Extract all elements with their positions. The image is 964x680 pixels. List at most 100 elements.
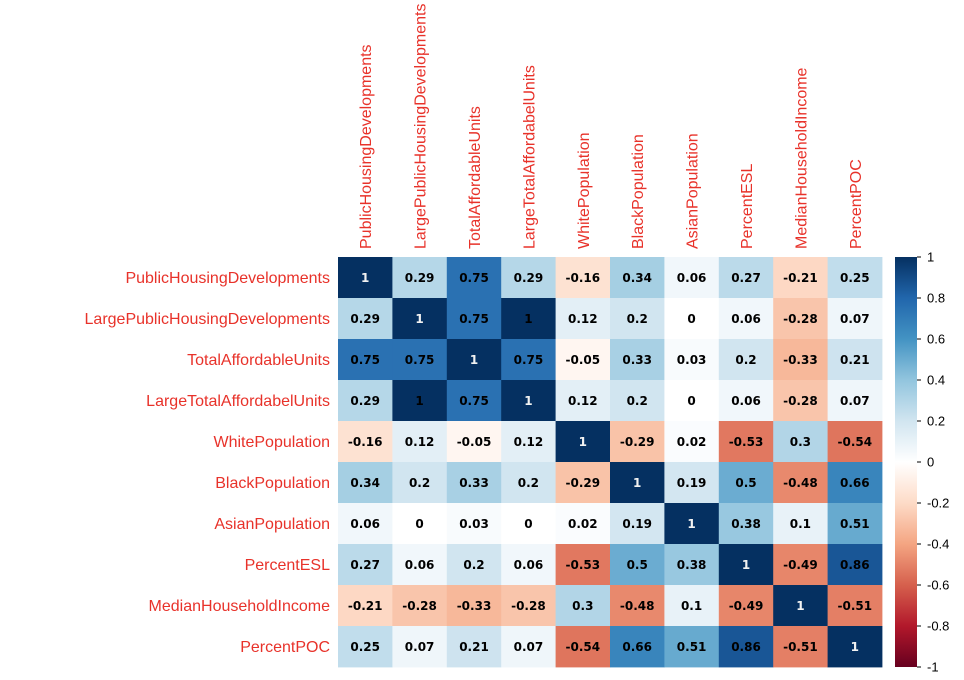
cell-value-9-5: 0.66 [622,640,652,654]
column-label-3: LargeTotalAffordabelUnits [521,65,538,249]
row-labels: PublicHousingDevelopments LargePublicHous… [85,270,331,656]
cell-value-9-2: 0.21 [459,640,489,654]
cell-4-9 [827,421,883,463]
cell-0-2 [446,257,502,299]
cell-7-0 [338,544,393,586]
cell-4-7 [718,421,774,463]
legend-tick-label-7: -0.4 [927,537,949,552]
row-label-2: TotalAffordableUnits [187,352,330,369]
cell-value-7-5: 0.5 [627,558,648,572]
cell-2-4 [555,339,611,381]
legend-tick-label-10: -1 [927,660,939,675]
cell-value-2-7: 0.2 [735,353,756,367]
cell-value-8-6: 0.1 [681,599,702,613]
cell-8-6 [664,585,720,627]
cell-value-3-2: 0.75 [459,394,489,408]
cell-value-5-6: 0.19 [677,476,707,490]
cell-value-5-1: 0.2 [409,476,430,490]
cell-7-1 [392,544,448,586]
column-label-9: PercentPOC [848,159,865,249]
cell-7-3 [501,544,556,586]
cell-3-0 [338,380,393,422]
cell-4-6 [664,421,720,463]
column-label-1: LargePublicHousingDevelopments [413,4,430,249]
cell-value-9-1: 0.07 [405,640,435,654]
cell-value-6-1: 0 [415,517,423,531]
cell-1-4 [555,298,611,340]
cell-9-9 [827,626,883,668]
cell-4-4 [555,421,611,463]
cell-3-7 [718,380,774,422]
cell-value-1-2: 0.75 [459,312,489,326]
cell-8-7 [718,585,774,627]
cell-value-2-2: 1 [470,353,478,367]
cell-7-4 [555,544,611,586]
cell-8-8 [773,585,828,627]
cell-value-2-6: 0.03 [677,353,707,367]
column-label-2: TotalAffordableUnits [467,106,484,249]
cell-5-6 [664,462,720,504]
cell-0-4 [555,257,611,299]
cell-value-0-6: 0.06 [677,271,707,285]
cell-value-2-4: -0.05 [566,353,601,367]
cell-3-2 [446,380,502,422]
cell-value-8-8: 1 [796,599,804,613]
cell-value-4-1: 0.12 [405,435,435,449]
cell-6-4 [555,503,611,545]
cell-0-0 [338,257,393,299]
cell-9-4 [555,626,611,668]
cell-4-2 [446,421,502,463]
cell-value-3-6: 0 [687,394,695,408]
cell-value-7-6: 0.38 [677,558,707,572]
cell-1-9 [827,298,883,340]
cell-6-8 [773,503,828,545]
legend-tick-label-6: -0.2 [927,496,949,511]
cell-value-7-1: 0.06 [405,558,435,572]
cell-value-1-7: 0.06 [731,312,761,326]
column-label-4: WhitePopulation [576,132,593,249]
cell-value-2-5: 0.33 [622,353,652,367]
legend-tick-label-1: 0.8 [927,291,945,306]
cell-3-3 [501,380,556,422]
cell-9-5 [610,626,665,668]
cell-6-9 [827,503,883,545]
cell-2-9 [827,339,883,381]
column-label-6: AsianPopulation [685,133,702,249]
cell-value-1-6: 0 [687,312,695,326]
cell-2-1 [392,339,448,381]
cell-7-9 [827,544,883,586]
cell-value-0-9: 0.25 [840,271,870,285]
cell-4-8 [773,421,828,463]
cell-6-2 [446,503,502,545]
cell-1-5 [610,298,665,340]
cell-value-4-7: -0.53 [729,435,764,449]
cell-value-4-2: -0.05 [457,435,492,449]
cell-5-2 [446,462,502,504]
cell-9-0 [338,626,393,668]
cell-value-8-2: -0.33 [457,599,492,613]
cell-8-4 [555,585,611,627]
cell-value-9-6: 0.51 [677,640,707,654]
cell-8-5 [610,585,665,627]
cell-value-5-4: -0.29 [566,476,601,490]
cell-6-6 [664,503,720,545]
legend-tick-label-4: 0.2 [927,414,945,429]
cell-2-3 [501,339,556,381]
row-label-7: PercentESL [245,557,330,574]
cell-1-1 [392,298,448,340]
cell-value-6-5: 0.19 [622,517,652,531]
cell-value-8-4: 0.3 [572,599,593,613]
cell-value-0-8: -0.21 [783,271,818,285]
cell-2-0 [338,339,393,381]
legend-tick-label-5: 0 [927,455,934,470]
cell-value-4-9: -0.54 [838,435,873,449]
cell-value-1-1: 1 [415,312,423,326]
cell-value-0-4: -0.16 [566,271,601,285]
cell-4-5 [610,421,665,463]
cell-value-4-5: -0.29 [620,435,655,449]
cell-4-1 [392,421,448,463]
cell-value-9-7: 0.86 [731,640,761,654]
color-legend: 1 0.8 0.6 0.4 0.2 0 -0.2 -0.4 -0.6 -0.8 -1 [895,250,949,675]
cell-2-7 [718,339,774,381]
cell-value-7-9: 0.86 [840,558,870,572]
